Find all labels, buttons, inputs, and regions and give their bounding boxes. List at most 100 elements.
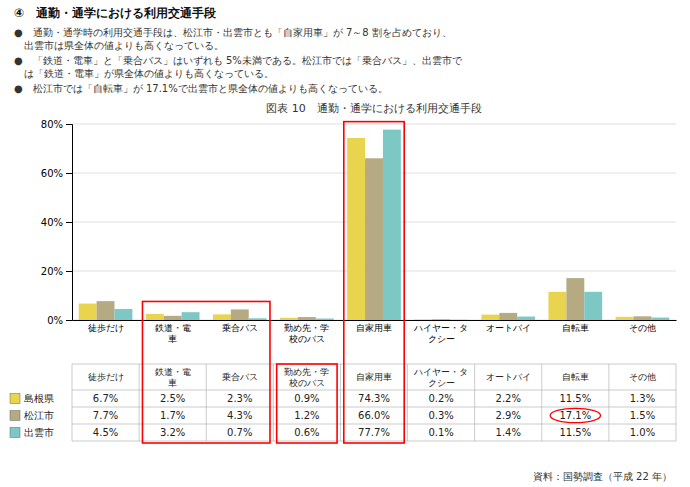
bar bbox=[566, 278, 584, 320]
table-rule bbox=[139, 364, 140, 441]
data-label: 1.3% bbox=[630, 393, 655, 404]
bullet-text: ● 「鉄道・電車」と「乗合バス」はいずれも 5%未満である。松江市では「乗合バス… bbox=[14, 55, 463, 79]
highlight-box bbox=[344, 122, 404, 443]
footer-text: 資料：国勢調査（平成 22 年） bbox=[533, 471, 672, 482]
bar bbox=[347, 138, 365, 320]
bar bbox=[651, 318, 669, 320]
y-tick: 0% bbox=[47, 315, 72, 326]
y-tick-mark bbox=[66, 320, 72, 321]
y-tick-label: 80% bbox=[41, 119, 63, 130]
table-header: その他 bbox=[629, 372, 656, 382]
data-label: 1.4% bbox=[496, 427, 521, 438]
data-label: 2.2% bbox=[496, 393, 521, 404]
bar bbox=[115, 309, 133, 320]
table-rule bbox=[72, 441, 676, 442]
table-rule bbox=[676, 364, 677, 441]
y-tick: 80% bbox=[41, 119, 72, 130]
x-tick: その他 bbox=[629, 323, 656, 333]
y-tick-mark bbox=[66, 124, 72, 125]
row-swatch bbox=[10, 411, 20, 421]
x-tick-label: その他 bbox=[629, 323, 656, 333]
bar bbox=[280, 318, 298, 320]
bar bbox=[79, 304, 97, 320]
bar bbox=[97, 301, 115, 320]
bar bbox=[316, 319, 334, 320]
x-tick: 自転車 bbox=[562, 323, 589, 333]
x-tick: 自家用車 bbox=[356, 323, 392, 333]
bar bbox=[548, 292, 566, 320]
header-text: ④ 通勤・通学における利用交通手段 bbox=[14, 6, 217, 20]
bar bbox=[146, 314, 164, 320]
table-rule bbox=[340, 364, 341, 441]
data-label: 0.2% bbox=[428, 393, 453, 404]
table-rule bbox=[474, 364, 475, 441]
x-axis-line bbox=[73, 320, 677, 321]
bar bbox=[414, 319, 432, 320]
grid bbox=[72, 124, 676, 320]
data-label: 11.5% bbox=[559, 427, 591, 438]
x-tick: 乗合バス bbox=[222, 323, 258, 333]
x-tick-label: 自家用車 bbox=[356, 323, 392, 333]
bar bbox=[383, 130, 401, 320]
bar bbox=[450, 319, 468, 320]
bars bbox=[79, 130, 670, 320]
data-label: 66.0% bbox=[358, 410, 390, 421]
data-label: 2.9% bbox=[496, 410, 521, 421]
highlight-box bbox=[142, 301, 270, 443]
bar bbox=[298, 317, 316, 320]
data-label: 0.9% bbox=[294, 393, 319, 404]
bar bbox=[584, 292, 602, 320]
table-header: 徒歩だけ bbox=[88, 372, 124, 382]
table-rule bbox=[72, 390, 676, 391]
table-header: 鉄道・電車 bbox=[155, 367, 191, 388]
bar bbox=[365, 158, 383, 320]
x-tick: 鉄道・電車 bbox=[155, 323, 191, 344]
table-header: 勤め先・学校のバス bbox=[284, 367, 329, 388]
data-label: 77.7% bbox=[358, 427, 390, 438]
data-label: 4.3% bbox=[227, 410, 252, 421]
data-label: 1.0% bbox=[630, 427, 655, 438]
y-tick-label: 0% bbox=[47, 315, 63, 326]
row-swatch bbox=[10, 394, 20, 404]
bar-series bbox=[97, 158, 652, 320]
bar bbox=[231, 309, 249, 320]
bar bbox=[517, 317, 535, 320]
data-label: 1.7% bbox=[160, 410, 185, 421]
data-label: 2.3% bbox=[227, 393, 252, 404]
table-rule bbox=[273, 364, 274, 441]
x-tick-label: 乗合バス bbox=[222, 323, 258, 333]
data-label: 74.3% bbox=[358, 393, 390, 404]
bar bbox=[164, 316, 182, 320]
data-label: 1.2% bbox=[294, 410, 319, 421]
x-tick-label: 勤め先・学校のバス bbox=[284, 323, 329, 344]
y-tick: 60% bbox=[41, 168, 72, 179]
highlights bbox=[142, 122, 600, 443]
table-rule bbox=[72, 424, 676, 425]
row-label: 出雲市 bbox=[24, 427, 54, 438]
y-axis: 0%20%40%60%80% bbox=[41, 119, 73, 326]
bar bbox=[182, 312, 200, 320]
data-label: 1.5% bbox=[630, 410, 655, 421]
row-label: 松江市 bbox=[24, 410, 54, 421]
data-label: 0.3% bbox=[428, 410, 453, 421]
y-axis-line bbox=[66, 125, 73, 321]
x-tick-label: 徒歩だけ bbox=[88, 323, 124, 333]
bar bbox=[213, 314, 231, 320]
table-header: 乗合バス bbox=[222, 372, 258, 382]
x-tick-label: 鉄道・電車 bbox=[155, 323, 191, 344]
y-tick-mark bbox=[66, 222, 72, 223]
data-label: 4.5% bbox=[93, 427, 118, 438]
y-tick: 40% bbox=[41, 217, 72, 228]
table-rule bbox=[407, 364, 408, 441]
table-rule bbox=[541, 364, 542, 441]
data-label: 0.7% bbox=[227, 427, 252, 438]
y-tick-label: 60% bbox=[41, 168, 63, 179]
bar-series bbox=[79, 138, 634, 320]
table-rule bbox=[72, 407, 676, 408]
data-label: 2.5% bbox=[160, 393, 185, 404]
data-label: 0.1% bbox=[428, 427, 453, 438]
x-tick-label: 自転車 bbox=[562, 323, 589, 333]
table-header: 自家用車 bbox=[356, 372, 392, 382]
row-label: 島根県 bbox=[24, 393, 54, 404]
y-tick-mark bbox=[66, 173, 72, 174]
